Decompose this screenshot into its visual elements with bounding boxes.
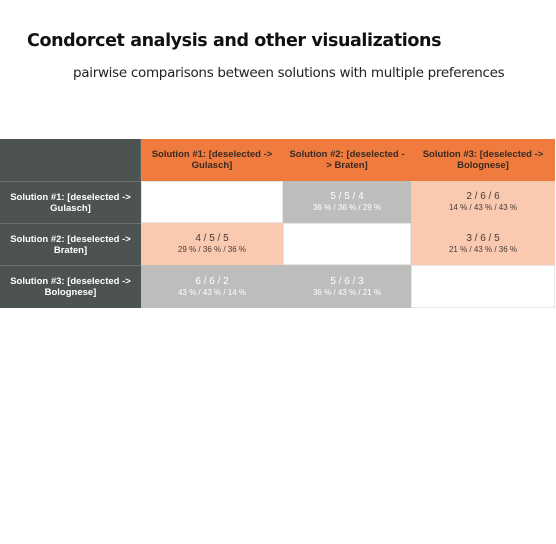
matrix-cell-2-3: 3 / 6 / 5 21 % / 43 % / 36 %	[411, 223, 555, 265]
condorcet-matrix: Solution #1: [deselected -> Gulasch] Sol…	[0, 139, 555, 308]
cell-percent: 36 % / 36 % / 29 %	[312, 203, 382, 212]
matrix-corner	[0, 139, 141, 181]
matrix-cell-3-2: 5 / 6 / 3 36 % / 43 % / 21 %	[283, 265, 411, 308]
row-header-solution-2: Solution #2: [deselected -> Braten]	[0, 223, 141, 265]
matrix-cell-1-2: 5 / 5 / 4 36 % / 36 % / 29 %	[283, 181, 411, 223]
cell-percent: 14 % / 43 % / 43 %	[448, 203, 518, 212]
column-header-solution-1: Solution #1: [deselected -> Gulasch]	[141, 139, 283, 181]
cell-percent: 21 % / 43 % / 36 %	[448, 245, 518, 254]
column-header-solution-2: Solution #2: [deselected -> Braten]	[283, 139, 411, 181]
page-title: Condorcet analysis and other visualizati…	[27, 31, 442, 51]
column-header-solution-3: Solution #3: [deselected -> Bolognese]	[411, 139, 555, 181]
cell-percent: 29 % / 36 % / 36 %	[177, 245, 247, 254]
matrix-cell-1-3: 2 / 6 / 6 14 % / 43 % / 43 %	[411, 181, 555, 223]
matrix-cell-2-1: 4 / 5 / 5 29 % / 36 % / 36 %	[141, 223, 283, 265]
cell-votes: 5 / 5 / 4	[330, 191, 364, 202]
page-subtitle: pairwise comparisons between solutions w…	[73, 65, 505, 81]
cell-percent: 36 % / 43 % / 21 %	[312, 287, 382, 297]
matrix-cell-1-1	[141, 181, 283, 223]
cell-votes: 4 / 5 / 5	[195, 233, 229, 244]
cell-votes: 5 / 6 / 3	[330, 275, 364, 287]
row-header-solution-1: Solution #1: [deselected -> Gulasch]	[0, 181, 141, 223]
cell-percent: 43 % / 43 % / 14 %	[177, 287, 247, 297]
matrix-cell-2-2	[283, 223, 411, 265]
cell-votes: 6 / 6 / 2	[195, 275, 229, 287]
matrix-cell-3-1: 6 / 6 / 2 43 % / 43 % / 14 %	[141, 265, 283, 308]
cell-votes: 2 / 6 / 6	[466, 191, 500, 202]
matrix-cell-3-3	[411, 265, 555, 308]
cell-votes: 3 / 6 / 5	[466, 233, 500, 244]
row-header-solution-3: Solution #3: [deselected -> Bolognese]	[0, 265, 141, 308]
